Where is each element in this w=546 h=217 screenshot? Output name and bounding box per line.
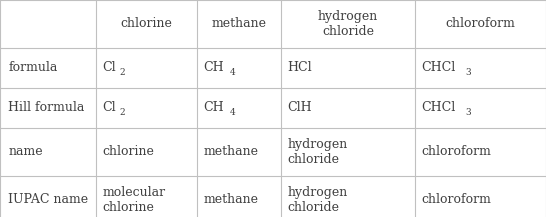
Text: 4: 4 (230, 67, 235, 77)
Text: 2: 2 (120, 67, 126, 77)
Text: molecular
chlorine: molecular chlorine (102, 186, 165, 214)
Text: chloroform: chloroform (446, 17, 515, 30)
Text: methane: methane (211, 17, 266, 30)
Text: ClH: ClH (288, 102, 312, 114)
Text: CHCl: CHCl (422, 61, 456, 74)
Text: Cl: Cl (102, 102, 116, 114)
Text: hydrogen
chloride: hydrogen chloride (288, 138, 348, 166)
Text: CH: CH (203, 102, 224, 114)
Text: chlorine: chlorine (102, 145, 154, 158)
Text: CH: CH (203, 61, 224, 74)
Text: chloroform: chloroform (422, 193, 491, 206)
Text: CHCl: CHCl (422, 102, 456, 114)
Text: HCl: HCl (288, 61, 312, 74)
Text: IUPAC name: IUPAC name (8, 193, 88, 206)
Text: hydrogen
chloride: hydrogen chloride (318, 10, 378, 38)
Text: 4: 4 (230, 108, 235, 117)
Text: chlorine: chlorine (120, 17, 172, 30)
Text: Cl: Cl (102, 61, 116, 74)
Text: 2: 2 (120, 108, 126, 117)
Text: Hill formula: Hill formula (8, 102, 85, 114)
Text: methane: methane (203, 193, 258, 206)
Text: hydrogen
chloride: hydrogen chloride (288, 186, 348, 214)
Text: formula: formula (8, 61, 57, 74)
Text: 3: 3 (466, 67, 471, 77)
Text: chloroform: chloroform (422, 145, 491, 158)
Text: name: name (8, 145, 43, 158)
Text: 3: 3 (466, 108, 471, 117)
Text: methane: methane (203, 145, 258, 158)
